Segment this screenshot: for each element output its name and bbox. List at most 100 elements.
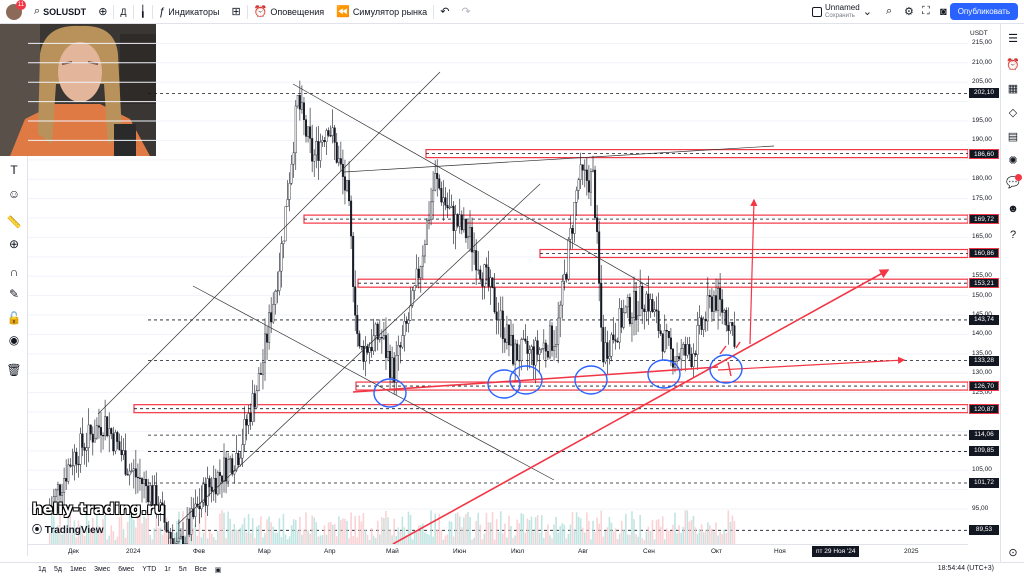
price-chart[interactable] bbox=[28, 24, 968, 544]
emoji-tool-icon[interactable]: ☺ bbox=[7, 187, 21, 201]
candle-body bbox=[313, 154, 316, 162]
indicators-button[interactable]: ƒ Индикаторы bbox=[153, 0, 225, 24]
watchlist-icon[interactable]: ☰ bbox=[1008, 33, 1018, 45]
candle-body bbox=[218, 472, 221, 476]
range-button[interactable]: Все bbox=[194, 566, 207, 573]
layout-menu[interactable]: Unnamed Сохранить ⌄ bbox=[806, 0, 878, 24]
volume-bar bbox=[610, 522, 613, 544]
time-tick-label: 2025 bbox=[904, 548, 919, 555]
candle-body bbox=[235, 453, 238, 471]
help-icon[interactable]: ? bbox=[1009, 229, 1017, 241]
trash-icon[interactable]: 🗑 bbox=[6, 363, 22, 377]
candle-body bbox=[485, 264, 488, 268]
symbol-search[interactable]: ⌕ SOLUSDT bbox=[28, 0, 92, 24]
publish-button[interactable]: Опубликовать bbox=[949, 3, 1018, 20]
redo-icon: ↷ bbox=[461, 6, 471, 18]
search-button[interactable]: ⌕ bbox=[880, 0, 898, 24]
text-tool-icon[interactable]: T bbox=[10, 163, 18, 177]
ruler-icon[interactable]: 📏 bbox=[6, 215, 22, 229]
volume-bar bbox=[657, 519, 660, 544]
settings-button[interactable]: ⚙ bbox=[898, 0, 920, 24]
candle-body bbox=[544, 342, 547, 352]
candle-body bbox=[315, 141, 318, 156]
volume-bar bbox=[413, 531, 416, 544]
avatar[interactable]: 11 bbox=[6, 0, 26, 20]
currency-selector[interactable]: USDT bbox=[970, 30, 988, 37]
candle-body bbox=[370, 347, 373, 352]
replay-button[interactable]: ⏪ Симулятор рынка bbox=[330, 0, 433, 24]
range-button[interactable]: 5л bbox=[178, 566, 187, 573]
undo-button[interactable]: ↶ bbox=[434, 0, 455, 24]
range-button[interactable]: 6мес bbox=[118, 566, 135, 573]
candle-body bbox=[243, 419, 246, 445]
range-button[interactable]: YTD bbox=[142, 566, 157, 573]
price-level-label[interactable]: 160,86 bbox=[969, 248, 999, 259]
range-button[interactable]: 1г bbox=[164, 566, 171, 573]
layers-icon[interactable]: ◇ bbox=[1008, 107, 1018, 119]
volume-bar bbox=[565, 538, 568, 544]
price-level-label[interactable]: 89,53 bbox=[969, 525, 999, 536]
volume-bar bbox=[239, 527, 242, 544]
volume-bar bbox=[553, 524, 555, 544]
fullscreen-button[interactable]: ⛶ bbox=[916, 0, 936, 24]
price-level-label[interactable]: 169,72 bbox=[969, 214, 999, 225]
volume-bar bbox=[618, 533, 621, 544]
alarm-clock-icon[interactable]: ⏰ bbox=[1006, 59, 1020, 71]
candle-body bbox=[712, 295, 715, 312]
expand-icon[interactable]: ⊙ bbox=[1008, 547, 1018, 559]
candle-body bbox=[286, 199, 289, 207]
magnet-icon[interactable]: ∩ bbox=[9, 265, 19, 279]
price-level-label[interactable]: 143,74 bbox=[969, 314, 999, 325]
range-button[interactable]: 1мес bbox=[69, 566, 87, 573]
range-button[interactable]: 1д bbox=[38, 566, 46, 573]
price-level-label[interactable]: 101,72 bbox=[969, 477, 999, 488]
candle-body bbox=[71, 465, 74, 467]
price-level-label[interactable]: 126,70 bbox=[969, 381, 999, 392]
time-tick-label: Ноя bbox=[774, 548, 786, 555]
candle-body bbox=[639, 286, 642, 317]
time-axis[interactable]: Дек 2024 Фев Мар Апр Май Июн Июл Авг Сен Окт Ноя 202… bbox=[28, 544, 968, 558]
redo-button[interactable]: ↷ bbox=[455, 0, 476, 24]
range-button[interactable]: 3мес bbox=[94, 566, 111, 573]
chart-type-button[interactable]: ╽ bbox=[134, 0, 153, 24]
candle-body bbox=[245, 419, 248, 426]
range-button[interactable]: 5д bbox=[53, 566, 62, 573]
data-window-icon[interactable]: ▦ bbox=[1007, 83, 1019, 95]
ideas-icon[interactable]: ✺ bbox=[1008, 155, 1018, 167]
bot-icon[interactable]: ☻ bbox=[1007, 203, 1019, 215]
pencil-lock-icon[interactable]: ✎ bbox=[8, 287, 20, 301]
channel-line bbox=[177, 183, 541, 525]
price-level-label[interactable]: 114,06 bbox=[969, 430, 999, 441]
candle-body bbox=[518, 359, 521, 362]
clock[interactable]: 18:54:44 (UTC+3) bbox=[937, 565, 994, 572]
interval-label: Д bbox=[120, 6, 127, 17]
candle-body bbox=[97, 425, 100, 428]
price-level-label[interactable]: 186,60 bbox=[969, 148, 999, 159]
price-axis[interactable]: USDT 215,00 210,00 205,00 195,00 190,00 180,0… bbox=[968, 24, 1000, 544]
templates-button[interactable]: ⊞ bbox=[225, 0, 246, 24]
price-level-label[interactable]: 109,85 bbox=[969, 446, 999, 457]
volume-bar bbox=[532, 531, 535, 544]
price-level-label[interactable]: 133,28 bbox=[969, 355, 999, 366]
snapshot-button[interactable]: ◙ bbox=[934, 0, 953, 24]
candle-body bbox=[151, 485, 154, 505]
candle-body bbox=[147, 485, 150, 503]
volume-bar bbox=[151, 539, 154, 544]
calendar-range-icon[interactable]: ▣ bbox=[214, 566, 222, 574]
layout-checkbox[interactable] bbox=[812, 6, 822, 17]
price-level-label[interactable]: 153,21 bbox=[969, 278, 999, 289]
compare-button[interactable]: ⊕ bbox=[92, 0, 113, 24]
price-level-label[interactable]: 120,87 bbox=[969, 403, 999, 414]
candle-body bbox=[450, 205, 453, 208]
price-level-label[interactable]: 202,10 bbox=[969, 88, 999, 99]
calendar-icon[interactable]: ▤ bbox=[1007, 131, 1019, 143]
candle-body bbox=[167, 531, 170, 533]
candle-body bbox=[247, 413, 250, 426]
interval-button[interactable]: Д bbox=[114, 0, 132, 24]
zoom-in-icon[interactable]: ⊕ bbox=[8, 237, 20, 251]
user-menu[interactable]: 11 bbox=[0, 0, 28, 24]
volume-bar bbox=[100, 532, 102, 544]
alerts-button[interactable]: ⏰ Оповещения bbox=[248, 0, 330, 24]
eye-icon[interactable]: ◉ bbox=[8, 333, 20, 347]
lock-icon[interactable]: 🔓 bbox=[6, 311, 22, 325]
